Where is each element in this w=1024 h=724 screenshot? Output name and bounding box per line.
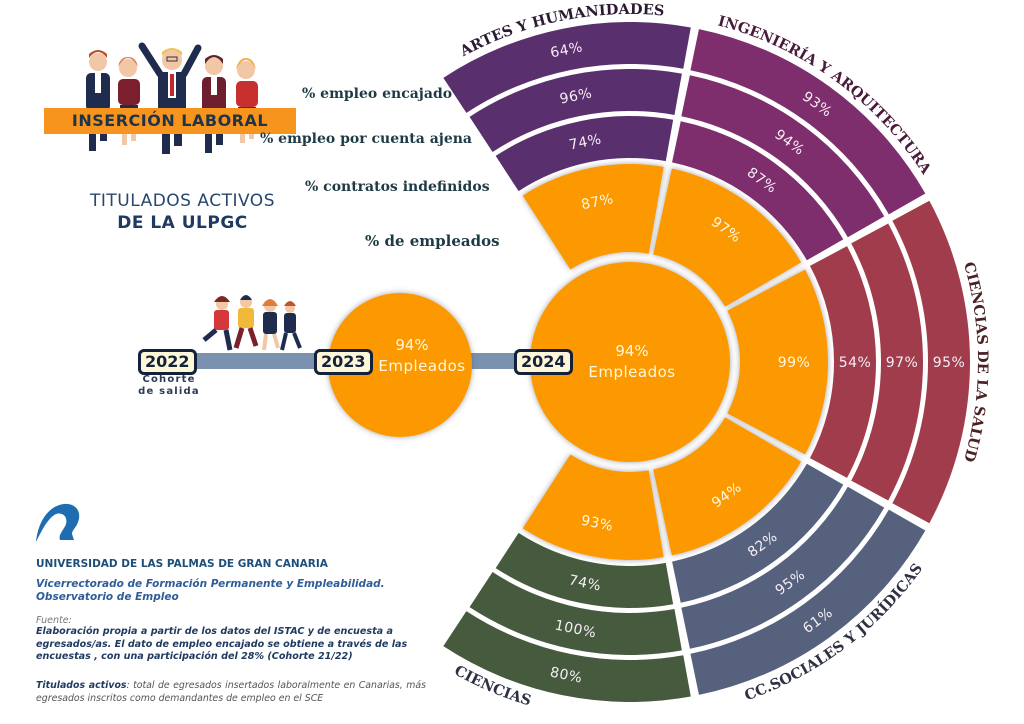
ring-segment-ingenieria-0: [653, 168, 802, 307]
ulpgc-logo-icon: [36, 503, 80, 542]
ring-segment-sociales-2: [681, 486, 885, 649]
ring-segment-sociales-3: [690, 509, 926, 695]
value-label-ciencias-1: 74%: [567, 572, 602, 594]
source-text: Elaboración propia a partir de los datos…: [36, 626, 408, 662]
ring-segment-ciencias-1: [495, 532, 674, 609]
ring-segment-artes-3: [443, 22, 691, 113]
ring-segment-ciencias-0: [522, 454, 664, 560]
year-2024-badge: 2024: [514, 349, 573, 375]
ring-segment-ciencias-3: [443, 611, 691, 702]
vicerrectorado-line-1: Vicerrectorado de Formación Permanente y…: [36, 578, 385, 590]
vicerrectorado: Vicerrectorado de Formación Permanente y…: [36, 578, 436, 604]
center-value: 94%: [615, 342, 648, 360]
cohort-label-line-2: de salida: [138, 386, 200, 397]
center-label: Empleados: [588, 363, 675, 381]
value-label-salud-1: 54%: [839, 355, 872, 371]
banner-insercion-laboral: INSERCIÓN LABORAL: [44, 108, 296, 134]
ring-segment-ingenieria-2: [681, 75, 885, 238]
value-label-salud-0: 99%: [778, 355, 811, 371]
ring-segment-artes-1: [495, 116, 674, 192]
ring-segment-salud-0: [727, 269, 828, 455]
ring-segment-salud-1: [809, 246, 877, 478]
ring-segment-salud-3: [892, 200, 970, 524]
ring-segment-sociales-0: [653, 417, 802, 556]
source-heading: Fuente:: [36, 615, 72, 626]
center-circle-2024: [530, 262, 730, 462]
ring-segment-artes-0: [522, 164, 664, 270]
vicerrectorado-line-2: Observatorio de Empleo: [36, 591, 179, 603]
titulados-activos-term: Titulados activos: [36, 680, 127, 691]
year-2022-badge: 2022: [138, 349, 197, 375]
year-2023-badge: 2023: [314, 349, 373, 375]
circle-2023: [328, 293, 472, 437]
cohort-label-line-1: Cohorte: [142, 374, 196, 385]
subtitle: TITULADOS ACTIVOS DE LA ULPGC: [60, 190, 305, 234]
ring-segment-ingenieria-3: [690, 29, 926, 215]
titulados-activos-text: : total de egresados insertados laboralm…: [36, 680, 426, 704]
label-contratos-indefinidos: % contratos indefinidos: [305, 179, 490, 195]
label-empleo-encajado: % empleo encajado: [302, 86, 453, 102]
label-2023: Empleados: [378, 357, 465, 375]
titulados-activos-definition: Titulados activos: total de egresados in…: [36, 680, 426, 705]
rings-group: [443, 22, 970, 702]
ring-segment-ciencias-2: [469, 572, 682, 655]
cohort-label: Cohorte de salida: [136, 374, 202, 398]
value-label-artes-2: 96%: [558, 85, 593, 107]
ring-segment-salud-2: [851, 223, 923, 501]
value-label-ciencias-3: 80%: [549, 664, 584, 686]
value-label-salud-2: 97%: [886, 355, 919, 371]
ring-segment-sociales-1: [672, 463, 844, 603]
label-empleo-cuenta-ajena: % empleo por cuenta ajena: [260, 131, 472, 147]
running-people-illustration: [202, 295, 302, 351]
ring-segment-artes-2: [469, 69, 682, 152]
ring-segment-ingenieria-1: [672, 121, 844, 261]
subtitle-line-2: DE LA ULPGC: [117, 213, 248, 233]
value-label-salud-3: 95%: [933, 355, 966, 371]
value-label-artes-1: 74%: [568, 131, 603, 153]
value-2023: 94%: [395, 336, 428, 354]
value-label-ciencias-0: 93%: [580, 513, 615, 535]
value-label-artes-3: 64%: [549, 39, 584, 61]
value-label-artes-0: 87%: [580, 191, 615, 213]
person-3-icon: [138, 42, 202, 154]
business-people-illustration: [86, 42, 258, 154]
subtitle-line-1: TITULADOS ACTIVOS: [90, 191, 275, 211]
university-name: UNIVERSIDAD DE LAS PALMAS DE GRAN CANARI…: [36, 558, 328, 570]
label-de-empleados: % de empleados: [365, 232, 500, 250]
